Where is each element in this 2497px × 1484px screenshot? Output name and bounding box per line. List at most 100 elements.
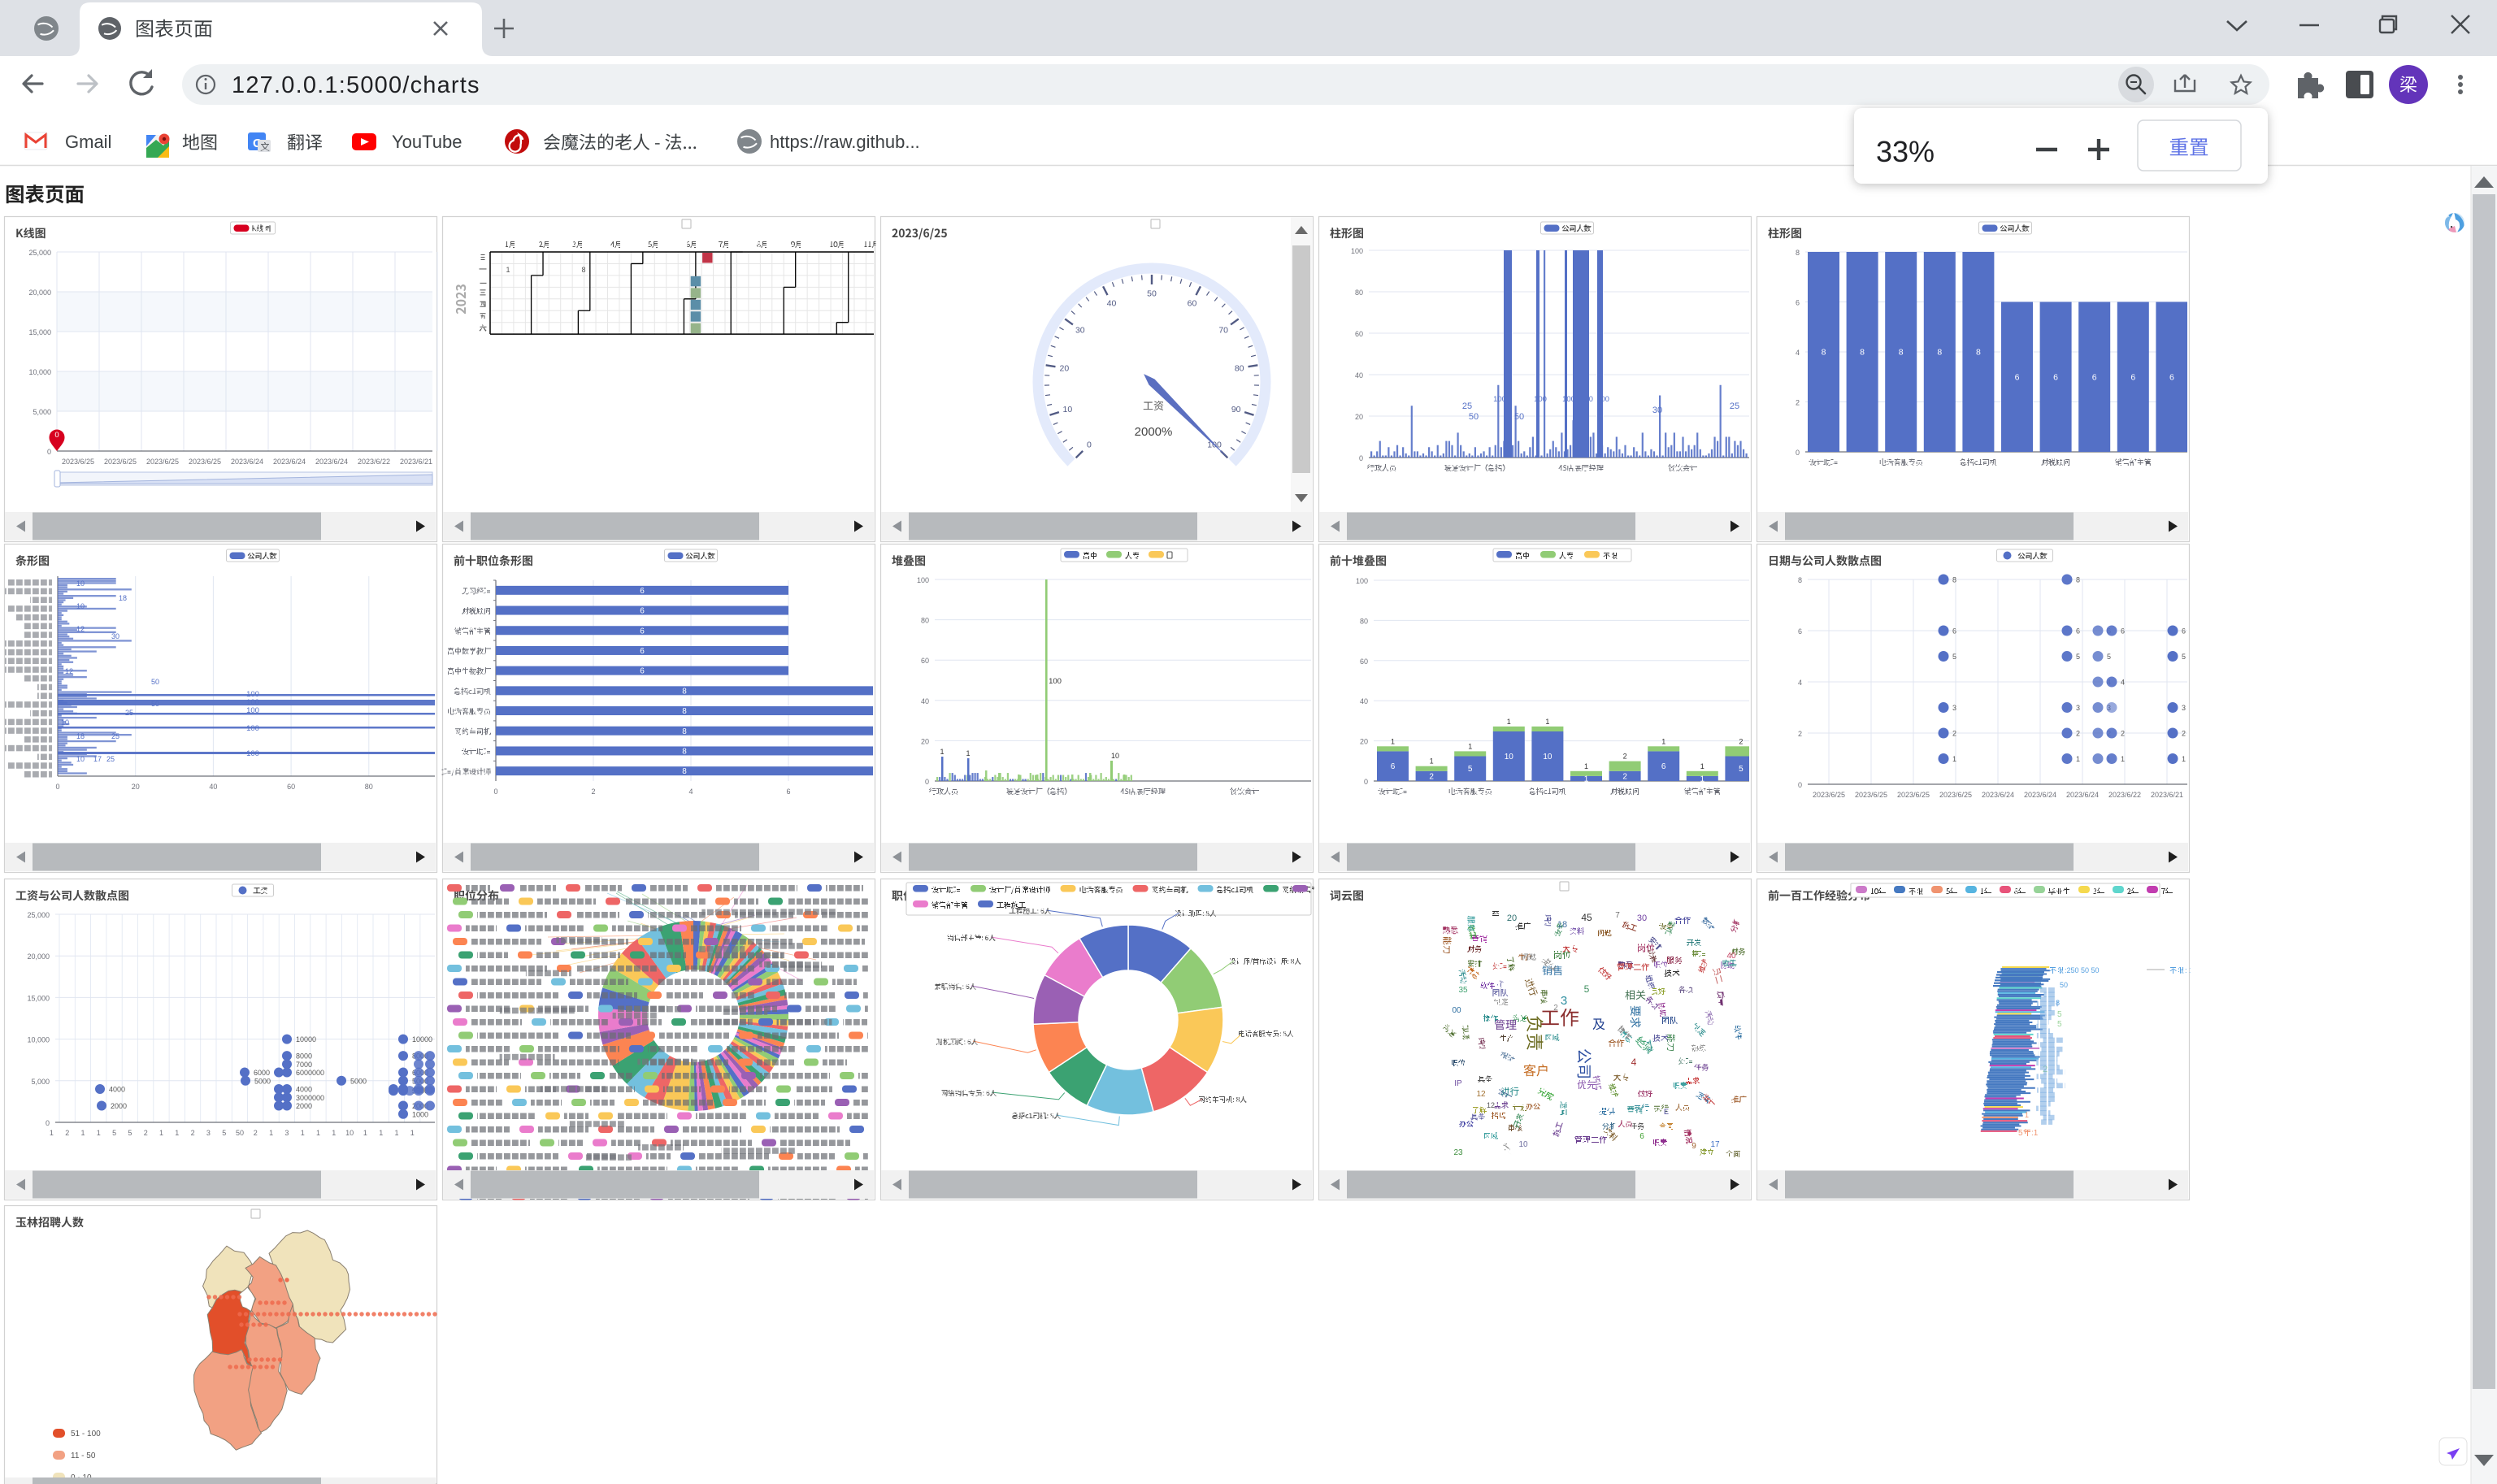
svg-text:0: 0 xyxy=(1796,449,1800,457)
svg-text:12: 12 xyxy=(76,625,85,633)
svg-text:30: 30 xyxy=(1637,913,1647,923)
svg-text:25: 25 xyxy=(1462,401,1472,411)
svg-text:1: 1 xyxy=(966,749,970,757)
svg-text:8: 8 xyxy=(1796,249,1800,257)
svg-text:0: 0 xyxy=(1798,781,1802,789)
svg-text:50: 50 xyxy=(1514,412,1524,422)
svg-text:5: 5 xyxy=(2107,653,2111,661)
svg-text:5: 5 xyxy=(2057,1020,2062,1029)
svg-text:12: 12 xyxy=(1487,1101,1495,1109)
svg-text:6: 6 xyxy=(1661,762,1666,771)
svg-text:1: 1 xyxy=(940,748,944,756)
svg-text:3: 3 xyxy=(284,1129,289,1137)
svg-text:2023/6/24: 2023/6/24 xyxy=(315,458,348,466)
svg-text:10: 10 xyxy=(1505,753,1514,762)
svg-text:25: 25 xyxy=(111,732,119,740)
svg-text:3000000: 3000000 xyxy=(296,1094,324,1102)
svg-text:6: 6 xyxy=(2092,372,2097,382)
svg-text:YouTube: YouTube xyxy=(392,132,462,152)
svg-text:40: 40 xyxy=(1355,371,1363,380)
svg-text:5000: 5000 xyxy=(254,1077,271,1085)
svg-text:2023/6/24: 2023/6/24 xyxy=(231,458,263,466)
svg-text:3: 3 xyxy=(2182,704,2186,712)
svg-text:8: 8 xyxy=(1822,348,1826,358)
svg-text:10: 10 xyxy=(61,718,69,727)
svg-text:6: 6 xyxy=(640,607,645,616)
svg-text:50: 50 xyxy=(236,1129,244,1137)
svg-text:11 - 50: 11 - 50 xyxy=(71,1451,96,1460)
svg-text:8: 8 xyxy=(1976,348,1981,358)
svg-text:8: 8 xyxy=(1937,348,1942,358)
svg-text:51 - 100: 51 - 100 xyxy=(71,1430,101,1438)
svg-text::250 50 50: :250 50 50 xyxy=(2065,966,2100,974)
svg-text:6: 6 xyxy=(640,627,645,636)
svg-text:18: 18 xyxy=(1557,920,1567,930)
svg-text:1000: 1000 xyxy=(412,1110,428,1118)
svg-text:1: 1 xyxy=(379,1129,383,1137)
svg-text:1: 1 xyxy=(1584,762,1588,770)
svg-text:20: 20 xyxy=(1360,738,1368,746)
svg-text:6: 6 xyxy=(2169,372,2174,382)
svg-text:100: 100 xyxy=(246,698,259,707)
svg-text:40: 40 xyxy=(1360,697,1368,705)
svg-text:G: G xyxy=(253,137,263,150)
svg-text:25,000: 25,000 xyxy=(27,911,50,919)
svg-text:7000: 7000 xyxy=(296,1061,312,1069)
svg-text:100: 100 xyxy=(1493,395,1506,404)
svg-text:0: 0 xyxy=(47,448,51,456)
svg-text:100: 100 xyxy=(246,749,259,758)
svg-text:1: 1 xyxy=(1700,775,1705,783)
svg-text:2023/6/24: 2023/6/24 xyxy=(2024,791,2056,799)
svg-text:10: 10 xyxy=(1543,753,1552,762)
svg-text:0: 0 xyxy=(55,783,59,791)
svg-text:E: E xyxy=(1664,1108,1669,1116)
svg-text:20,000: 20,000 xyxy=(27,952,50,961)
svg-text:5: 5 xyxy=(222,1129,226,1137)
svg-text:100: 100 xyxy=(1356,577,1368,585)
svg-text:5: 5 xyxy=(1952,653,1956,661)
svg-text:40: 40 xyxy=(1726,952,1736,961)
svg-text:40: 40 xyxy=(921,697,929,705)
svg-text:1: 1 xyxy=(175,1129,179,1137)
svg-text:5,000: 5,000 xyxy=(31,1078,50,1086)
svg-text:50: 50 xyxy=(151,700,159,708)
svg-text:80: 80 xyxy=(921,617,929,625)
svg-text:100: 100 xyxy=(1580,395,1593,404)
svg-text:25: 25 xyxy=(125,709,133,717)
svg-text:2023/6/25: 2023/6/25 xyxy=(189,458,221,466)
svg-text:8: 8 xyxy=(2076,576,2080,584)
svg-text:0: 0 xyxy=(1359,454,1363,462)
svg-text:5: 5 xyxy=(128,1129,132,1137)
svg-text:17: 17 xyxy=(1710,1140,1720,1149)
svg-text:1: 1 xyxy=(332,1129,336,1137)
svg-text:5,000: 5,000 xyxy=(33,408,51,416)
svg-text:60: 60 xyxy=(1355,330,1363,338)
svg-text:1: 1 xyxy=(159,1129,163,1137)
svg-text:1: 1 xyxy=(1545,718,1549,726)
svg-text:23: 23 xyxy=(1453,1148,1463,1157)
svg-text::1: :1 xyxy=(2031,1129,2039,1138)
svg-text:35: 35 xyxy=(1458,986,1468,995)
svg-text:3: 3 xyxy=(1561,994,1567,1008)
svg-text:5: 5 xyxy=(2182,653,2186,661)
svg-text:6: 6 xyxy=(1639,1132,1644,1141)
svg-text:12: 12 xyxy=(1476,1090,1486,1099)
svg-text:100: 100 xyxy=(917,576,929,584)
svg-text:20: 20 xyxy=(1507,913,1517,923)
svg-text:10: 10 xyxy=(76,602,85,610)
svg-text:2: 2 xyxy=(1739,737,1743,745)
svg-text:5: 5 xyxy=(2018,1129,2023,1138)
svg-text:2000%: 2000% xyxy=(1135,425,1173,439)
svg-text:1: 1 xyxy=(316,1129,320,1137)
svg-text:10000: 10000 xyxy=(412,1035,432,1044)
svg-text:2023/6/25: 2023/6/25 xyxy=(1939,791,1972,799)
svg-text:100: 100 xyxy=(246,706,259,715)
svg-text:80: 80 xyxy=(1355,289,1363,297)
svg-text:2023/6/24: 2023/6/24 xyxy=(2066,791,2099,799)
svg-text:2: 2 xyxy=(2121,730,2125,738)
svg-text:1: 1 xyxy=(1507,718,1511,726)
svg-text:1: 1 xyxy=(269,1129,273,1137)
svg-text:https://raw.github...: https://raw.github... xyxy=(770,132,920,152)
svg-text:4: 4 xyxy=(1796,349,1800,357)
svg-text:45: 45 xyxy=(1581,912,1592,923)
